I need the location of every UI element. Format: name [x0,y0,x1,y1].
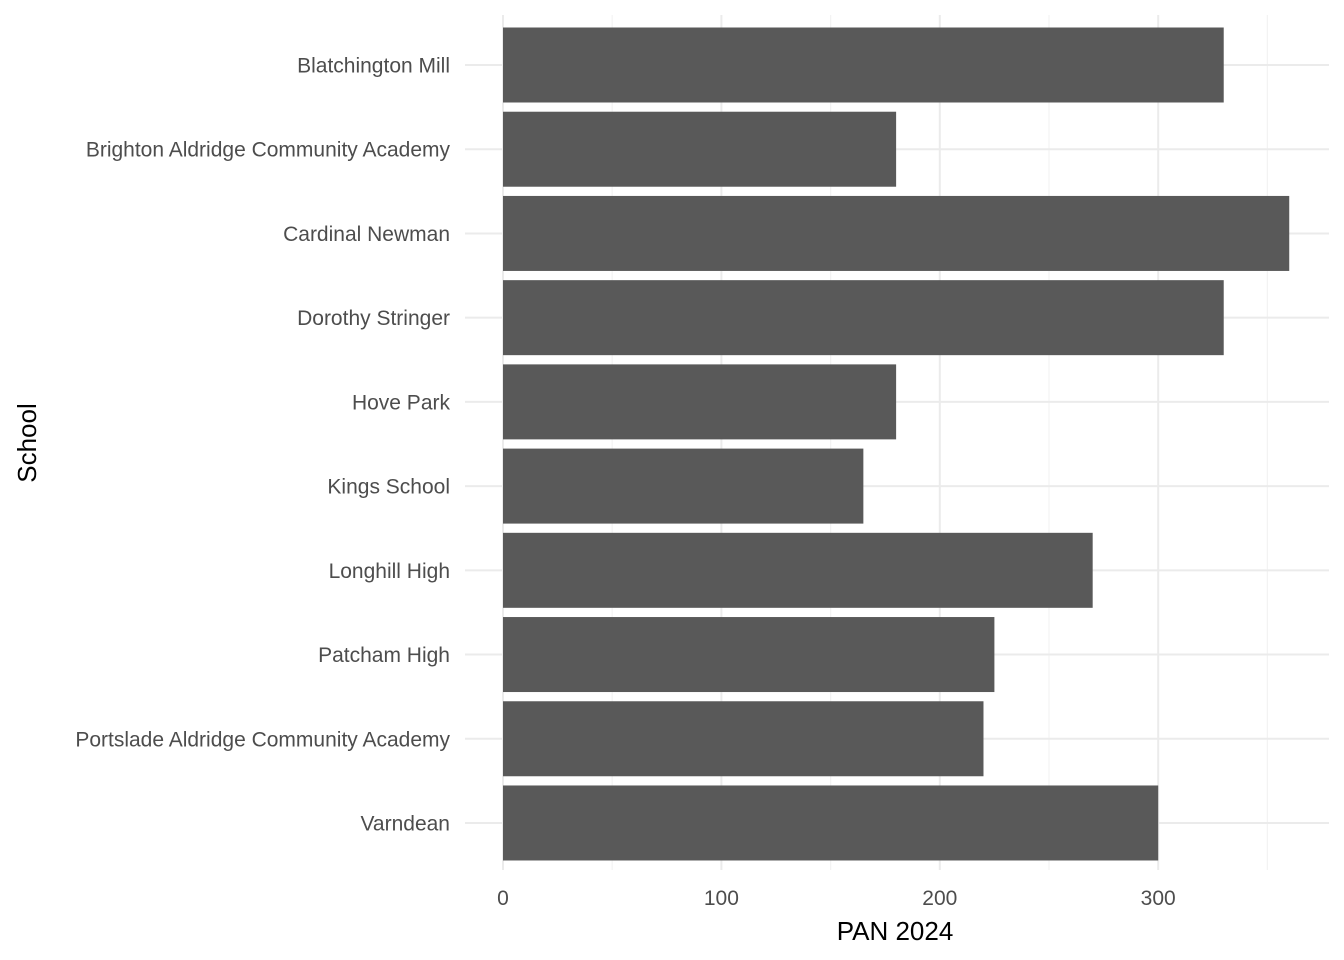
y-tick-label: Longhill High [329,560,450,583]
y-tick-label: Hove Park [352,391,451,414]
y-tick-label: Blatchington Mill [297,55,450,78]
y-tick-label: Portslade Aldridge Community Academy [75,728,450,751]
bar [503,701,984,777]
y-tick-label: Patcham High [318,644,450,667]
x-tick-label: 0 [497,887,509,910]
y-tick-labels: Blatchington Mill Brighton Aldridge Commu… [75,55,450,836]
y-axis-title: School [12,403,42,483]
bar [503,532,1093,608]
y-tick-label: Cardinal Newman [283,223,450,246]
x-axis-title: PAN 2024 [837,916,954,946]
bar [503,195,1290,271]
x-tick-label: 200 [922,887,957,910]
y-tick-label: Varndean [360,812,450,835]
x-tick-label: 100 [704,887,739,910]
bar [503,280,1224,356]
x-tick-labels: 0 100 200 300 [497,887,1176,910]
y-tick-label: Brighton Aldridge Community Academy [86,139,451,162]
x-tick-label: 300 [1141,887,1176,910]
bar [503,364,897,440]
bars [503,27,1290,861]
bar [503,27,1224,103]
bar [503,617,995,693]
bar [503,785,1159,861]
bar [503,111,897,187]
bar [503,448,864,524]
y-tick-label: Kings School [327,476,450,499]
y-tick-label: Dorothy Stringer [297,307,450,330]
